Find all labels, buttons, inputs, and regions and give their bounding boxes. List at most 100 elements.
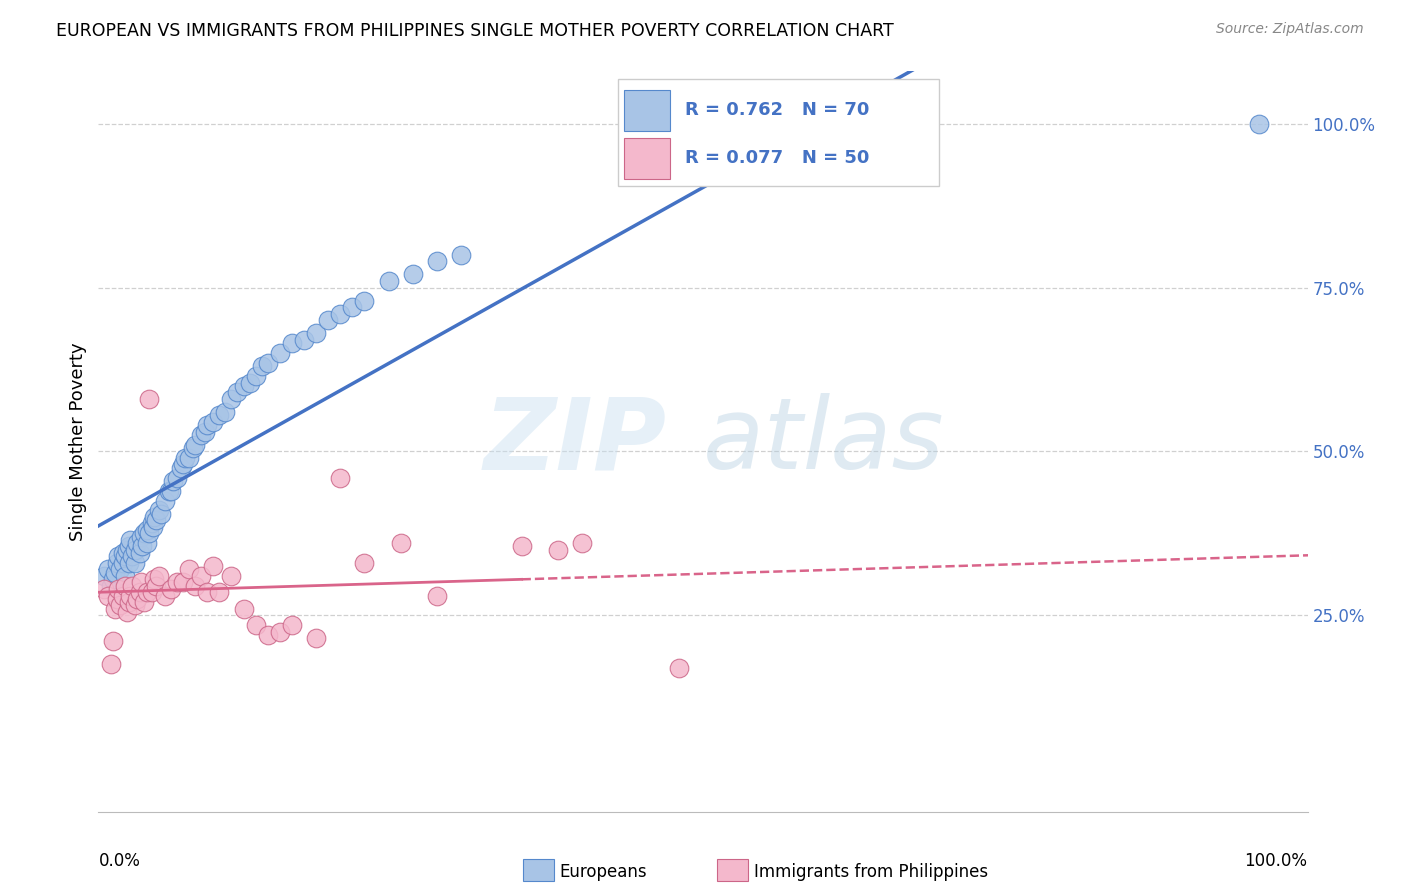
Point xyxy=(668,660,690,674)
Point xyxy=(107,582,129,596)
Point xyxy=(195,418,218,433)
Point xyxy=(281,618,304,632)
Point xyxy=(121,579,143,593)
Point xyxy=(153,589,176,603)
Point xyxy=(111,546,134,560)
Text: Immigrants from Philippines: Immigrants from Philippines xyxy=(754,863,988,881)
Text: Source: ZipAtlas.com: Source: ZipAtlas.com xyxy=(1216,22,1364,37)
Point xyxy=(114,579,136,593)
Point xyxy=(245,369,267,384)
Point xyxy=(118,540,141,554)
Point xyxy=(141,516,163,531)
Point xyxy=(157,483,180,498)
FancyBboxPatch shape xyxy=(619,78,939,186)
Point xyxy=(127,536,149,550)
Point xyxy=(172,458,194,472)
Point xyxy=(117,605,139,619)
Point xyxy=(101,634,124,648)
Point xyxy=(202,415,225,429)
Point xyxy=(160,582,183,596)
Point xyxy=(138,526,160,541)
Point xyxy=(108,562,131,576)
Point xyxy=(134,526,156,541)
Point xyxy=(121,549,143,564)
Point xyxy=(128,546,150,560)
Text: atlas: atlas xyxy=(703,393,945,490)
Point xyxy=(129,530,152,544)
Point xyxy=(118,595,141,609)
Point xyxy=(93,569,115,583)
Point xyxy=(124,556,146,570)
Point xyxy=(166,575,188,590)
Point xyxy=(329,470,352,484)
Point xyxy=(153,493,176,508)
Point xyxy=(1249,117,1271,131)
Point xyxy=(97,589,120,603)
Point xyxy=(195,585,218,599)
Point xyxy=(305,631,328,645)
Point xyxy=(128,585,150,599)
Point xyxy=(105,591,128,606)
Point xyxy=(194,425,217,439)
Text: R = 0.077   N = 50: R = 0.077 N = 50 xyxy=(685,149,869,168)
Y-axis label: Single Mother Poverty: Single Mother Poverty xyxy=(69,343,87,541)
Point xyxy=(245,618,267,632)
Text: Europeans: Europeans xyxy=(560,863,647,881)
Point xyxy=(124,542,146,557)
Point xyxy=(221,392,243,406)
Point xyxy=(426,254,449,268)
Point xyxy=(114,549,136,564)
Point xyxy=(353,293,375,308)
Point xyxy=(184,579,207,593)
Point xyxy=(305,326,328,341)
Point xyxy=(174,450,197,465)
Point xyxy=(143,509,166,524)
Point xyxy=(104,601,127,615)
Point xyxy=(111,556,134,570)
Point xyxy=(190,428,212,442)
Point xyxy=(129,575,152,590)
Point xyxy=(100,657,122,672)
Text: 0.0%: 0.0% xyxy=(98,853,141,871)
Point xyxy=(162,474,184,488)
Point xyxy=(138,392,160,406)
Point xyxy=(190,569,212,583)
Point xyxy=(571,536,593,550)
Point xyxy=(450,248,472,262)
Text: ZIP: ZIP xyxy=(484,393,666,490)
Point xyxy=(208,585,231,599)
Point xyxy=(160,483,183,498)
Point xyxy=(100,579,122,593)
Point xyxy=(232,601,254,615)
Point xyxy=(141,585,163,599)
Point xyxy=(150,507,173,521)
Point xyxy=(145,513,167,527)
Point xyxy=(547,542,569,557)
Point xyxy=(148,569,170,583)
Point xyxy=(281,336,304,351)
Point xyxy=(292,333,315,347)
Point xyxy=(143,572,166,586)
FancyBboxPatch shape xyxy=(624,138,671,178)
Point xyxy=(118,556,141,570)
Point xyxy=(226,385,249,400)
Point xyxy=(179,562,201,576)
Point xyxy=(402,268,425,282)
Point xyxy=(169,460,191,475)
Point xyxy=(353,556,375,570)
Point xyxy=(269,624,291,639)
FancyBboxPatch shape xyxy=(624,90,671,130)
Point xyxy=(202,559,225,574)
Point xyxy=(97,562,120,576)
Point xyxy=(114,569,136,583)
Point xyxy=(181,441,204,455)
Point xyxy=(111,589,134,603)
Point xyxy=(329,307,352,321)
Point xyxy=(214,405,236,419)
Point xyxy=(184,438,207,452)
Point xyxy=(148,503,170,517)
Point xyxy=(256,356,278,370)
Point xyxy=(117,542,139,557)
Point xyxy=(127,591,149,606)
Point xyxy=(166,470,188,484)
